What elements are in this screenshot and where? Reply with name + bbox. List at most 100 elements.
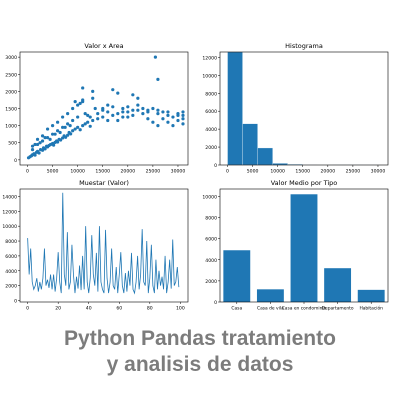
scatter-point xyxy=(45,136,50,140)
scatter-point xyxy=(81,124,85,128)
line-xtick-label: 60 xyxy=(116,306,122,312)
scatter-point xyxy=(30,147,35,152)
histogram-xtick-label: 5000 xyxy=(247,169,259,175)
scatter-xtick-label: 10000 xyxy=(70,169,85,175)
bar-ytick-label: 6000 xyxy=(205,237,217,243)
scatter-point xyxy=(146,108,150,112)
scatter-point xyxy=(146,117,150,121)
bar-ytick-label: 2000 xyxy=(205,279,217,285)
histogram-axes-frame xyxy=(219,51,389,166)
scatter-point xyxy=(131,113,135,117)
scatter-point xyxy=(63,125,67,129)
scatter-point xyxy=(161,117,165,121)
scatter-point xyxy=(45,127,50,131)
scatter-point xyxy=(66,133,70,137)
scatter-point xyxy=(181,117,185,121)
scatter-point xyxy=(56,120,60,124)
line-ytick-label: 10000 xyxy=(2,224,17,230)
histogram-xtick-label: 25000 xyxy=(346,169,361,175)
scatter-point xyxy=(101,106,105,111)
scatter-point xyxy=(151,106,155,111)
scatter-point xyxy=(78,101,82,105)
histogram-xtick-label: 0 xyxy=(226,169,229,175)
histogram-bar xyxy=(227,51,243,166)
scatter-point xyxy=(86,113,90,117)
line-xtick-label: 40 xyxy=(86,306,92,312)
scatter-point xyxy=(33,153,37,157)
scatter-point xyxy=(121,110,125,114)
bar-1 xyxy=(256,289,284,302)
scatter-point xyxy=(156,77,160,81)
bar-category-label: Casa xyxy=(231,306,242,312)
scatter-point xyxy=(156,108,160,112)
caption-line-1: Python Pandas tratamiento xyxy=(64,327,336,350)
bar-axes-frame xyxy=(219,188,389,303)
scatter-point xyxy=(136,108,140,112)
scatter-point xyxy=(40,148,45,152)
bar-2 xyxy=(290,194,318,302)
scatter-point xyxy=(106,118,110,123)
scatter-point xyxy=(126,115,130,119)
scatter-point xyxy=(78,128,82,132)
scatter-point xyxy=(166,120,170,124)
scatter-xtick-label: 20000 xyxy=(121,169,136,175)
scatter-point xyxy=(83,122,87,126)
scatter-point xyxy=(111,113,115,117)
scatter-point xyxy=(141,112,145,116)
scatter-xtick-label: 0 xyxy=(26,169,29,175)
scatter-xtick-label: 15000 xyxy=(95,169,110,175)
scatter-point xyxy=(33,142,37,147)
line-series xyxy=(27,192,180,295)
scatter-point xyxy=(111,88,115,92)
histogram-bar xyxy=(257,147,273,166)
scatter-point xyxy=(96,117,100,121)
scatter-point xyxy=(166,110,170,114)
caption: Python Pandas tratamiento y analisis de … xyxy=(0,326,400,378)
scatter-point xyxy=(136,103,140,107)
histogram-xtick-label: 20000 xyxy=(321,169,336,175)
scatter-xtick-label: 5000 xyxy=(47,169,59,175)
scatter-point xyxy=(61,125,65,129)
scatter-ytick-label: 0 xyxy=(14,158,17,164)
scatter-point xyxy=(43,147,47,151)
bar-ytick-label: 0 xyxy=(214,300,217,306)
scatter-point xyxy=(64,135,68,139)
scatter-point xyxy=(131,93,135,97)
histogram-ytick-label: 10000 xyxy=(202,73,217,79)
line-xtick-label: 0 xyxy=(26,306,29,312)
scatter-ytick-label: 500 xyxy=(8,141,17,147)
histogram-xtick-label: 15000 xyxy=(295,169,310,175)
scatter-point xyxy=(151,120,155,124)
bar-category-label: Habitación xyxy=(359,305,383,312)
histogram-xtick-label: 30000 xyxy=(371,169,386,175)
bar-title: Valor Medio por Tipo xyxy=(271,179,338,187)
scatter-point xyxy=(50,124,55,128)
scatter-point xyxy=(136,96,140,100)
histogram-xtick-label: 10000 xyxy=(270,169,285,175)
histogram-bar xyxy=(242,123,258,166)
scatter-point xyxy=(88,124,92,128)
scatter-point xyxy=(76,125,80,129)
scatter-point xyxy=(96,112,100,116)
scatter-point xyxy=(106,110,110,114)
line-chart: Muestar (Valor) 0 2000 4000 6000 8000 10000 120… xyxy=(2,179,189,312)
line-axes-frame xyxy=(19,188,189,303)
histogram-chart: Histograma 0 2000 4000 6000 8000 10000 12000 0 50… xyxy=(202,42,389,175)
line-ytick-label: 6000 xyxy=(5,254,17,260)
scatter-point xyxy=(111,105,115,109)
scatter-point xyxy=(66,112,70,116)
scatter-point xyxy=(83,112,87,116)
scatter-point xyxy=(53,132,57,136)
scatter-point xyxy=(66,122,70,126)
histogram-ytick-label: 0 xyxy=(214,163,217,169)
line-ytick-label: 0 xyxy=(14,299,17,305)
scatter-xtick-label: 25000 xyxy=(146,169,161,175)
scatter-point xyxy=(171,124,175,128)
caption-line-2: y analisis de datos xyxy=(106,353,294,376)
histogram-ytick-label: 12000 xyxy=(202,55,217,61)
scatter-point xyxy=(116,112,120,116)
scatter-point xyxy=(56,140,60,144)
scatter-point xyxy=(91,89,95,93)
scatter-point xyxy=(106,103,110,107)
